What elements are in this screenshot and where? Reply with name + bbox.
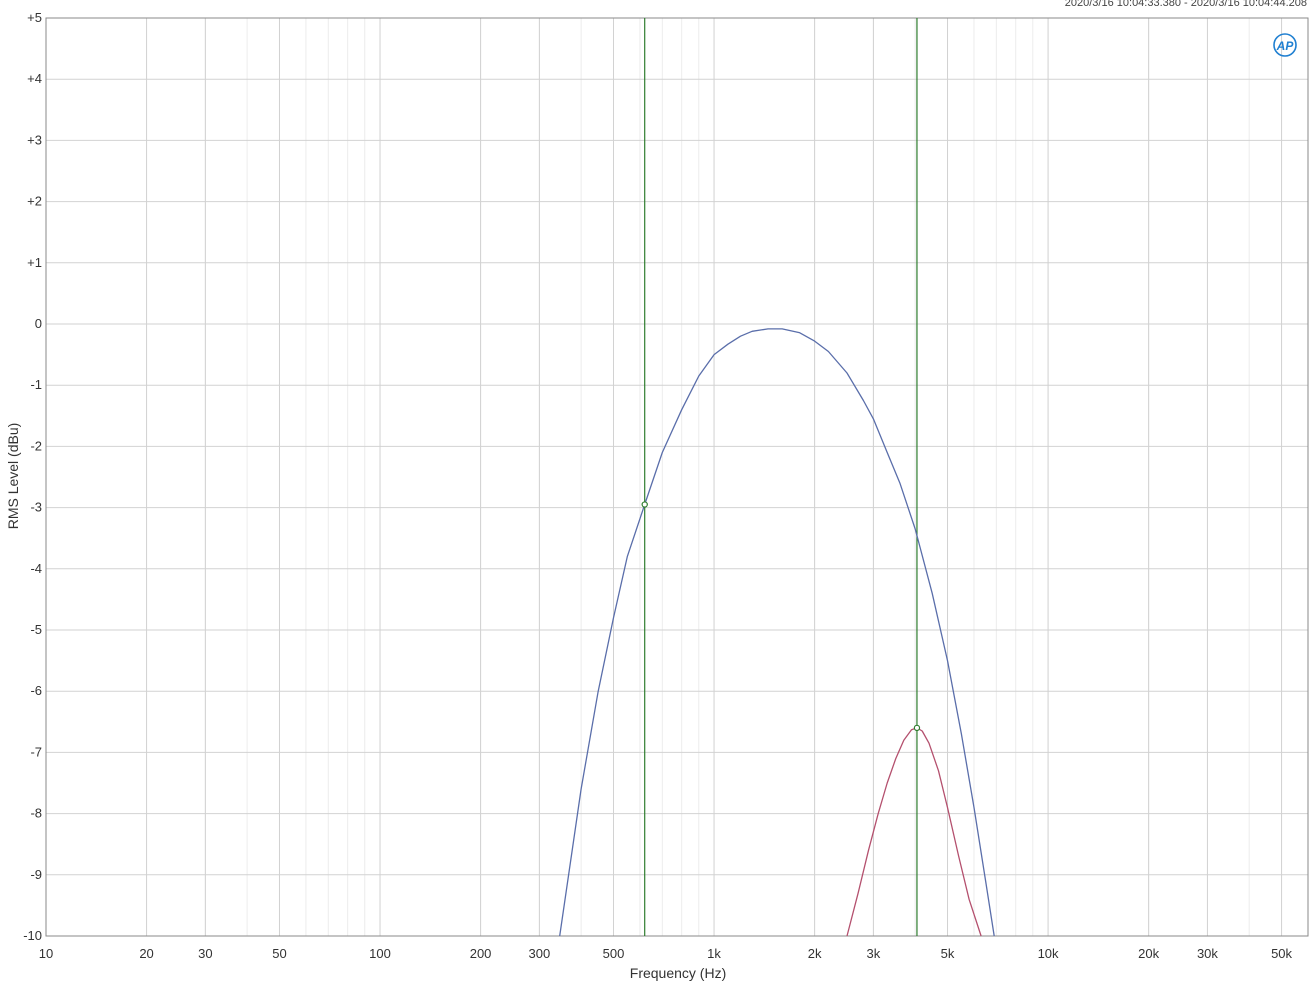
cursor-marker xyxy=(641,501,648,508)
y-tick-labels: +5 +4 +3 +2 +1 0 -1 -2 -3 -4 -5 -6 -7 -8 -9 -10 xyxy=(23,10,42,943)
x-tick-label: 5k xyxy=(941,946,955,961)
series-line-1 xyxy=(559,328,995,937)
y-tick-label: -1 xyxy=(30,377,42,392)
y-tick-label: +5 xyxy=(27,10,42,25)
y-tick-label: -4 xyxy=(30,561,42,576)
timestamp-label: 2020/3/16 10:04:33.380 - 2020/3/16 10:04… xyxy=(1065,0,1307,9)
y-tick-label: -6 xyxy=(30,683,42,698)
y-tick-label: 0 xyxy=(35,316,42,331)
x-tick-label: 50k xyxy=(1271,946,1292,961)
x-tick-label: 500 xyxy=(603,946,625,961)
y-tick-label: -7 xyxy=(30,744,42,759)
y-tick-label: +1 xyxy=(27,255,42,270)
x-tick-label: 50 xyxy=(272,946,286,961)
x-tick-label: 30 xyxy=(198,946,212,961)
x-tick-label: 100 xyxy=(369,946,391,961)
y-tick-label: -3 xyxy=(30,500,42,515)
x-tick-label: 20k xyxy=(1138,946,1159,961)
cursor-lines xyxy=(644,18,918,936)
x-tick-labels: 10 20 30 50 100 200 300 500 1k 2k 3k 5k 10k 20k 30k 50k xyxy=(39,946,1293,961)
y-tick-label: +3 xyxy=(27,132,42,147)
y-tick-label: -9 xyxy=(30,867,42,882)
y-tick-label: +4 xyxy=(27,71,42,86)
cursor-marker xyxy=(913,724,921,732)
x-tick-label: 10k xyxy=(1038,946,1059,961)
x-tick-label: 2k xyxy=(808,946,822,961)
x-tick-label: 10 xyxy=(39,946,53,961)
grid-major xyxy=(45,17,1308,937)
x-axis-title: Frequency (Hz) xyxy=(630,965,726,981)
x-tick-label: 200 xyxy=(470,946,492,961)
y-tick-label: -10 xyxy=(23,928,42,943)
y-tick-label: -2 xyxy=(30,438,42,453)
cursor-markers xyxy=(641,501,921,732)
y-tick-label: -5 xyxy=(30,622,42,637)
y-tick-label: -8 xyxy=(30,806,42,821)
x-tick-label: 30k xyxy=(1197,946,1218,961)
x-tick-label: 300 xyxy=(529,946,551,961)
plot-frame xyxy=(45,17,1309,937)
ap-logo-text: AP xyxy=(1276,39,1295,53)
y-tick-label: +2 xyxy=(27,194,42,209)
x-tick-label: 1k xyxy=(707,946,721,961)
y-axis-title: RMS Level (dBu) xyxy=(5,423,21,530)
x-tick-label: 20 xyxy=(139,946,153,961)
x-tick-label: 3k xyxy=(867,946,881,961)
ap-logo-icon: AP xyxy=(1273,33,1297,57)
